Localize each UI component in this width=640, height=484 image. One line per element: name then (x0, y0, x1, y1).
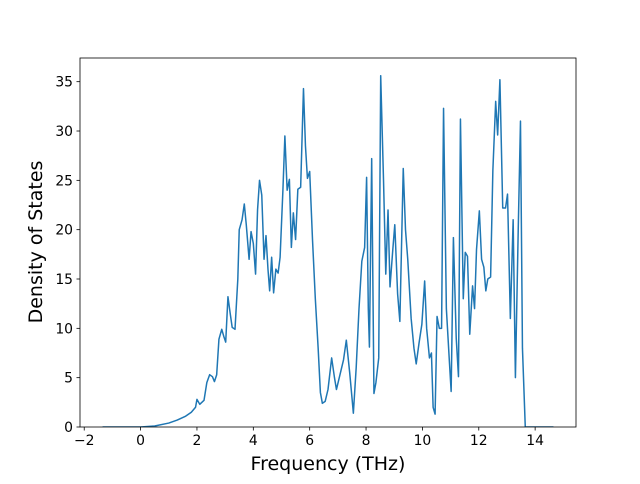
x-axis-label: Frequency (THz) (251, 453, 406, 475)
x-tick-label: 6 (305, 433, 314, 449)
y-tick-label: 0 (64, 420, 73, 436)
y-tick-label: 10 (55, 321, 73, 337)
x-tick-label: 14 (526, 433, 544, 449)
x-tick-label: 12 (470, 433, 488, 449)
plot-frame (79, 57, 577, 428)
y-tick-label: 15 (55, 272, 73, 288)
y-tick-label: 25 (55, 173, 73, 189)
line (102, 75, 554, 427)
x-tick-label: 2 (193, 433, 202, 449)
y-tick-label: 30 (55, 124, 73, 140)
y-tick-label: 5 (64, 371, 73, 387)
x-tick-label: 10 (414, 433, 432, 449)
x-tick-label: 4 (249, 433, 258, 449)
x-tick-label: 0 (136, 433, 145, 449)
y-tick-label: 20 (55, 223, 73, 239)
y-tick-label: 35 (55, 75, 73, 91)
x-tick-label: −2 (74, 433, 94, 449)
y-axis-label: Density of States (25, 161, 47, 324)
x-tick-label: 8 (362, 433, 371, 449)
